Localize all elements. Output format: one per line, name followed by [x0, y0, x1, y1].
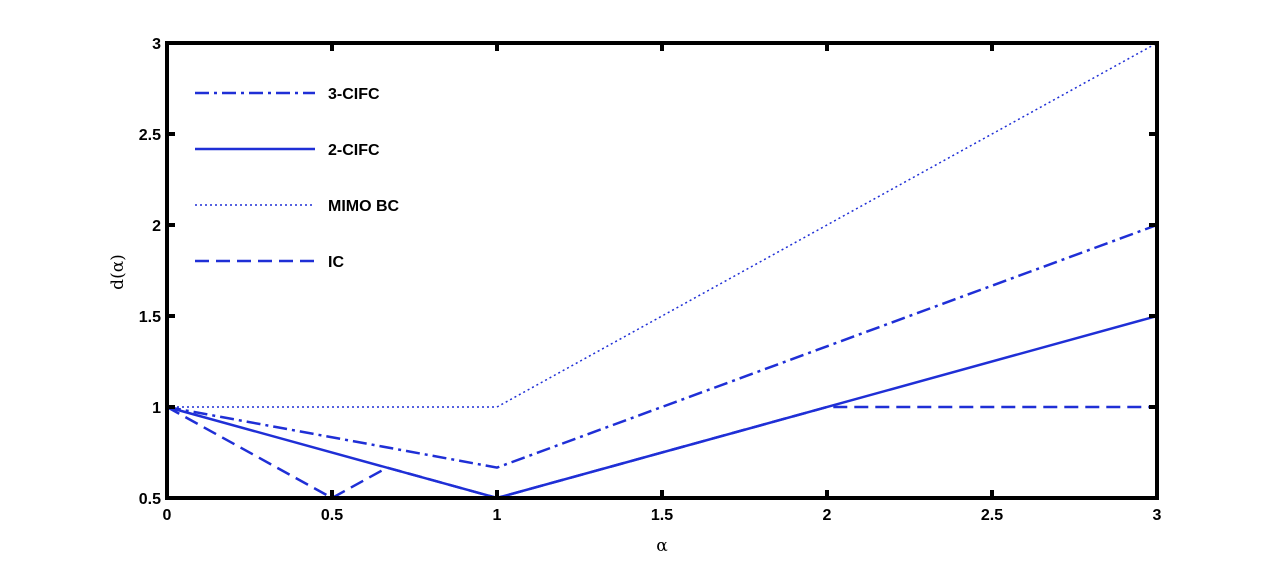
- x-axis-title: α: [656, 536, 668, 556]
- x-tick-label: 2: [823, 507, 832, 524]
- x-axis-ticks: 0 0.5 1 1.5 2 2.5 3: [163, 43, 1162, 524]
- x-tick-label: 1: [493, 507, 502, 524]
- y-tick-label: 3: [152, 36, 161, 53]
- y-tick-label: 1.5: [139, 309, 161, 326]
- legend-label: IC: [328, 254, 344, 271]
- y-tick-label: 0.5: [139, 491, 161, 508]
- y-tick-label: 2.5: [139, 127, 161, 144]
- legend-label: 2-CIFC: [328, 142, 380, 159]
- series-line-mimo-bc: [167, 42, 1158, 408]
- x-tick-label: 0: [163, 507, 172, 524]
- x-tick-label: 1.5: [651, 507, 673, 524]
- series-line-3-cifc: [166, 223, 1158, 469]
- x-tick-label: 3: [1153, 507, 1162, 524]
- legend-label: MIMO BC: [328, 198, 400, 215]
- plot-area: [167, 43, 1157, 498]
- legend-item: 2-CIFC: [195, 142, 380, 159]
- y-axis-ticks: 0.5 1 1.5 2 2.5 3: [139, 36, 1157, 508]
- series-line-ic: [166, 405, 1157, 500]
- x-tick-label: 2.5: [981, 507, 1003, 524]
- plot-background: [167, 43, 1157, 498]
- y-tick-label: 1: [152, 400, 161, 417]
- x-tick-label: 0.5: [321, 507, 343, 524]
- y-axis-title: d(α): [108, 254, 128, 290]
- legend-label: 3-CIFC: [328, 86, 380, 103]
- legend-item: 3-CIFC: [195, 86, 380, 103]
- y-tick-label: 2: [152, 218, 161, 235]
- legend-item: MIMO BC: [195, 198, 400, 215]
- legend: 3-CIFC 2-CIFC MIMO BC IC: [195, 86, 400, 271]
- legend-item: IC: [195, 254, 344, 271]
